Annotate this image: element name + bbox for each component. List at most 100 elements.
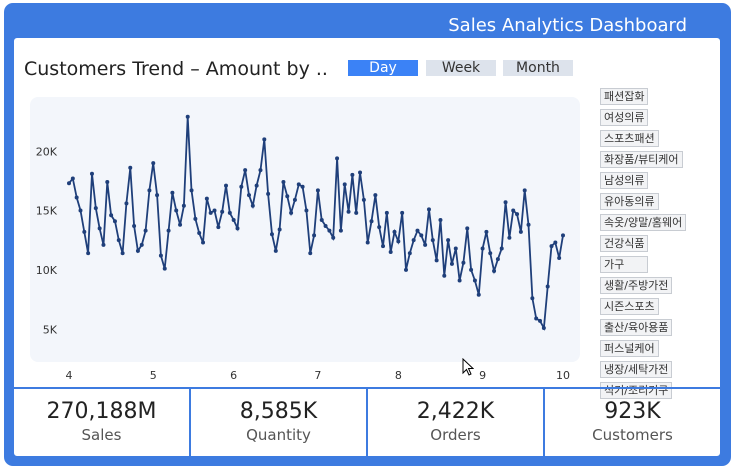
data-point xyxy=(105,180,110,185)
x-tick-label: 4 xyxy=(66,369,73,382)
data-point xyxy=(143,228,148,233)
data-point xyxy=(197,231,202,236)
kpi-value: 270,188M xyxy=(46,399,157,424)
data-point xyxy=(124,201,129,206)
kpi-label: Sales xyxy=(81,426,122,444)
period-button[interactable]: Month xyxy=(503,60,573,76)
cursor xyxy=(462,358,474,376)
data-point xyxy=(246,193,251,198)
data-point xyxy=(381,244,386,249)
data-point xyxy=(430,238,435,243)
data-point xyxy=(315,188,320,193)
kpi-label: Orders xyxy=(430,426,481,444)
data-point xyxy=(262,137,267,142)
data-point xyxy=(266,191,271,196)
data-point xyxy=(495,257,500,262)
category-filter[interactable]: 화장품/뷰티케어 xyxy=(600,151,683,168)
data-point xyxy=(162,266,167,271)
data-point xyxy=(319,218,324,223)
data-point xyxy=(369,219,374,224)
data-point xyxy=(308,251,313,256)
y-tick-label: 10K xyxy=(36,264,58,277)
data-point xyxy=(373,193,378,198)
data-point xyxy=(503,200,508,205)
category-filter[interactable]: 패션잡화 xyxy=(600,88,649,105)
category-filter[interactable]: 가구 xyxy=(600,256,648,273)
data-point xyxy=(538,318,543,323)
data-point xyxy=(545,284,550,289)
data-point xyxy=(411,238,416,243)
data-point xyxy=(461,260,466,265)
data-point xyxy=(511,208,516,213)
data-point xyxy=(515,212,520,217)
data-point xyxy=(312,233,317,238)
category-filter[interactable]: 퍼스널케어 xyxy=(600,340,659,357)
data-point xyxy=(327,228,332,233)
x-tick-label: 7 xyxy=(314,369,321,382)
data-point xyxy=(526,222,531,227)
data-point xyxy=(135,248,140,253)
category-filter[interactable]: 건강식품 xyxy=(600,235,649,252)
data-point xyxy=(208,210,213,215)
data-point xyxy=(285,194,290,199)
y-tick-label: 5K xyxy=(43,323,58,336)
category-filter[interactable]: 생활/주방가전 xyxy=(600,277,673,294)
data-point xyxy=(469,267,474,272)
panel: 5K 10K 15K 20K 4 5 6 7 8 9 10 Customers Trend – Am… xyxy=(11,35,723,459)
data-point xyxy=(377,225,382,230)
kpi-card: 270,188M Sales xyxy=(14,389,191,458)
data-point xyxy=(304,208,309,213)
data-point xyxy=(518,229,523,234)
data-point xyxy=(231,218,236,223)
category-filter[interactable]: 스포츠패션 xyxy=(600,130,659,147)
data-point xyxy=(212,208,217,213)
data-point xyxy=(396,239,401,244)
x-tick-label: 9 xyxy=(479,369,486,382)
category-filter[interactable]: 속옷/양말/홈웨어 xyxy=(600,214,687,231)
data-point xyxy=(289,210,294,215)
data-point xyxy=(507,235,512,240)
kpi-label: Customers xyxy=(592,426,673,444)
dashboard-title: Sales Analytics Dashboard xyxy=(448,15,687,36)
category-filter[interactable]: 시즌스포츠 xyxy=(600,298,659,315)
trend-line xyxy=(68,116,564,332)
category-filter[interactable]: 냉장/세탁가전 xyxy=(600,361,673,378)
data-point xyxy=(216,225,221,230)
data-point xyxy=(392,229,397,234)
kpi-label: Quantity xyxy=(246,426,311,444)
data-point xyxy=(361,197,366,202)
data-point xyxy=(181,203,186,208)
category-filter[interactable]: 유아동의류 xyxy=(600,193,659,210)
data-point xyxy=(254,183,259,188)
data-point xyxy=(151,161,156,166)
data-point xyxy=(70,176,75,181)
data-point xyxy=(453,246,458,251)
data-point xyxy=(442,273,447,278)
chart: 5K 10K 15K 20K 4 5 6 7 8 9 10 xyxy=(30,97,580,382)
period-button[interactable]: Week xyxy=(426,60,496,76)
data-point xyxy=(178,222,183,227)
data-point xyxy=(338,228,343,233)
kpi-value: 2,422K xyxy=(416,399,495,424)
y-tick-label: 20K xyxy=(36,145,58,158)
data-point xyxy=(170,190,175,195)
category-filter[interactable]: 출산/육아용품 xyxy=(600,319,673,336)
data-point xyxy=(438,218,443,223)
data-point xyxy=(400,210,405,215)
data-point xyxy=(67,181,71,186)
data-point xyxy=(407,251,412,256)
category-filter[interactable]: 남성의류 xyxy=(600,172,649,189)
data-point xyxy=(224,183,229,188)
period-button[interactable]: Day xyxy=(348,60,418,76)
x-tick-label: 10 xyxy=(556,369,570,382)
data-point xyxy=(189,188,194,193)
y-tick-label: 15K xyxy=(36,205,58,218)
data-point xyxy=(331,235,336,240)
category-filter[interactable]: 여성의류 xyxy=(600,109,649,126)
kpi-value: 8,585K xyxy=(239,399,318,424)
data-point xyxy=(139,242,144,247)
data-point xyxy=(472,278,477,283)
data-point xyxy=(166,228,171,233)
